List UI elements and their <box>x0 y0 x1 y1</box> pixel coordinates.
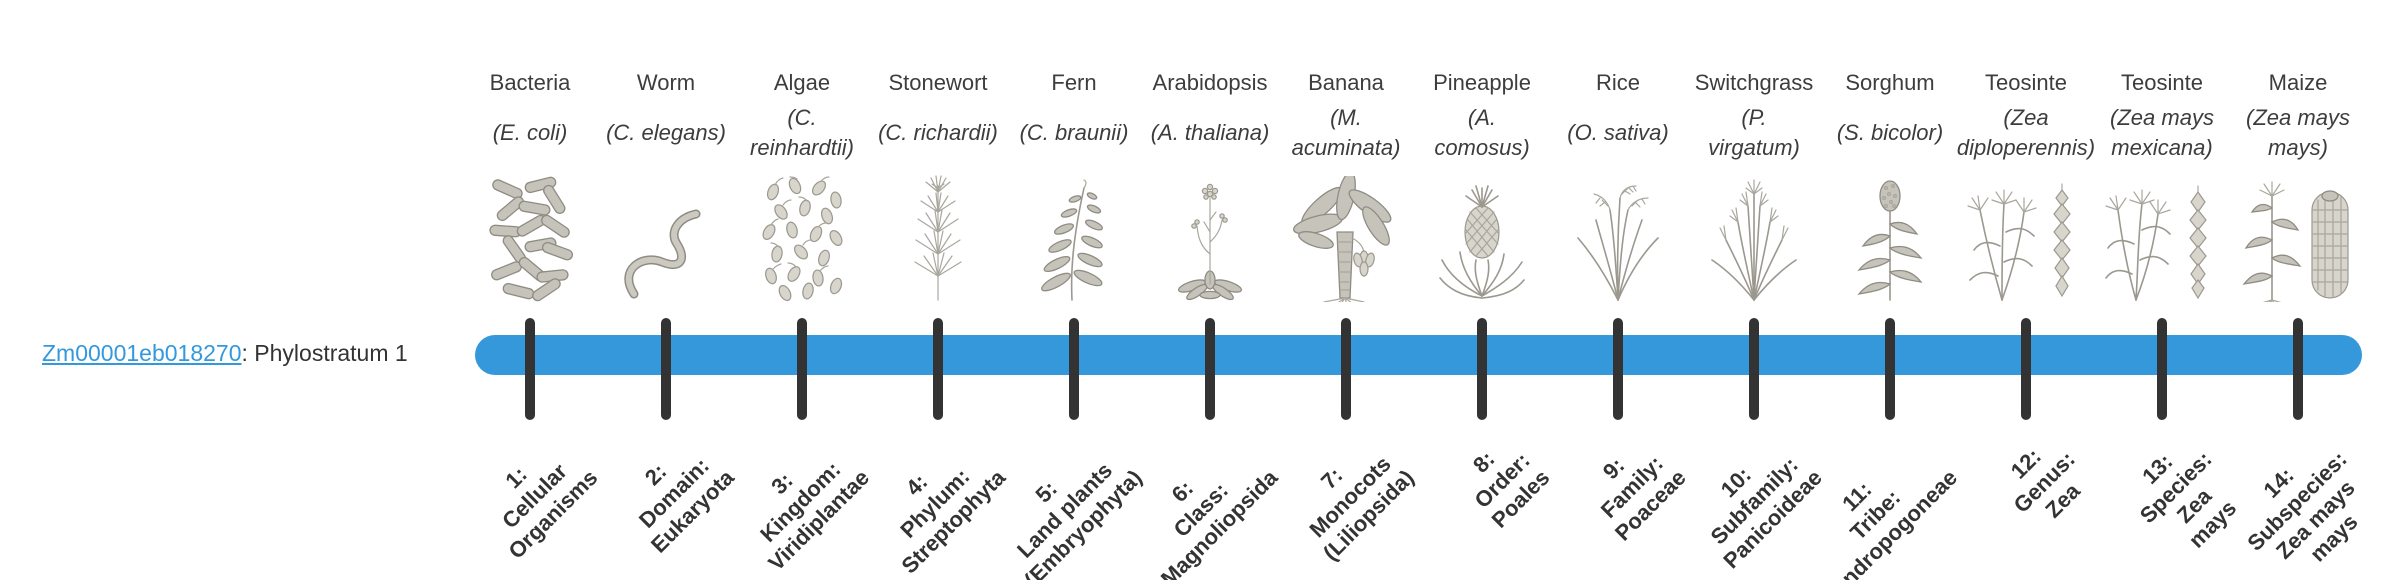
banana-icon <box>1288 172 1404 302</box>
worm-icon <box>620 172 712 302</box>
organism-common-name: Teosinte <box>1985 70 2067 95</box>
organism-column-stonewort: Stonewort (C. richardii) 4: Phylum: Stre… <box>870 0 1010 580</box>
organism-common-name: Arabidopsis <box>1152 70 1268 95</box>
phylostratum-label: 9: Family: Poaceae <box>1595 450 1691 546</box>
organism-scientific-name: (C. reinhardtii) <box>750 105 854 160</box>
phylostratum-label: 14: Subspecies: Zea mays mays <box>2242 446 2363 567</box>
organism-scientific-name: (C. braunii) <box>1019 120 1129 145</box>
organism-common-name: Bacteria <box>489 70 571 95</box>
phylostratum-label: 4: Phylum: Streptophyta <box>895 463 1011 579</box>
organism-column-algae: Algae (C. reinhardtii) <box>734 0 874 580</box>
phylostratum-label: 2: Domain: Eukaryota <box>633 452 739 558</box>
timeline-tick <box>1069 318 1079 420</box>
timeline-tick <box>2157 318 2167 420</box>
timeline-tick <box>2021 318 2031 420</box>
teosinte-icon <box>1962 172 2090 302</box>
organism-column-switchgrass: Switchgrass (P. virgatum) <box>1686 0 1827 580</box>
timeline-tick <box>1613 318 1623 420</box>
organism-scientific-name: (E. coli) <box>492 120 568 145</box>
rice-icon <box>1570 172 1666 302</box>
arabidopsis-icon <box>1167 172 1253 302</box>
phylostratum-label: 12: Genus: Zea <box>2005 443 2086 523</box>
timeline-tick <box>933 318 943 420</box>
phylostratum-label: 3: Kingdom: Viridiplantae <box>755 456 875 576</box>
bacteria-icon <box>487 172 573 302</box>
phylostratum-label: 8: Order: Poales <box>1468 446 1555 533</box>
timeline-tick <box>1885 318 1895 420</box>
timeline-tick <box>1205 318 1215 420</box>
gene-label: Zm00001eb018270: Phylostratum 1 <box>42 340 408 367</box>
timeline-tick <box>2293 318 2303 420</box>
phylostratum-label: 6: Class: Magnoliopsida <box>1155 464 1283 580</box>
organism-scientific-name: (Zea diploperennis) <box>1956 105 2096 160</box>
organism-column-sorghum: Sorghum (S. bicolor) <box>1822 0 1963 580</box>
organism-common-name: Teosinte <box>2121 70 2203 95</box>
phylostratum-label: 5: Land plants (Embryophyta) <box>1011 457 1147 580</box>
timeline-tick <box>797 318 807 420</box>
organism-column-pineapple: Pineapple (A. comosus) <box>1414 0 1554 580</box>
organism-scientific-name: (P. virgatum) <box>1708 105 1800 160</box>
organism-scientific-name: (Zea mays mays) <box>2246 105 2350 160</box>
organism-common-name: Rice <box>1595 70 1640 95</box>
organism-column-banana: Banana (M. acuminata) <box>1278 0 1419 580</box>
organism-common-name: Algae <box>773 70 831 95</box>
organism-common-name: Switchgrass <box>1694 70 1814 95</box>
pineapple-icon <box>1436 172 1528 302</box>
timeline-tick <box>661 318 671 420</box>
timeline-bar <box>475 335 2362 375</box>
timeline-tick <box>1341 318 1351 420</box>
teosinte-icon <box>2098 172 2226 302</box>
organism-column-fern: Fern (C. braunii) 5: Land plants (Embryo… <box>1006 0 1147 580</box>
timeline-tick <box>1477 318 1487 420</box>
organism-column-worm: Worm (C. elegans) 2: Domain: Eukaryota <box>598 0 738 580</box>
organism-common-name: Maize <box>2268 70 2328 95</box>
organism-column-arabidopsis: Arabidopsis (A. thaliana) <box>1142 0 1283 580</box>
organism-scientific-name: (C. elegans) <box>606 120 726 145</box>
organism-common-name: Stonewort <box>888 70 988 95</box>
organism-column-teosinte-diploperennis: Teosinte (Zea diploperennis) <box>1956 0 2096 580</box>
organism-column-rice: Rice (O. sativa) 9: Family: Poaceae <box>1550 0 1690 580</box>
organism-scientific-name: (M. acuminata) <box>1291 105 1401 160</box>
gene-label-suffix: : Phylostratum 1 <box>241 340 408 366</box>
organism-scientific-name: (O. sativa) <box>1567 120 1669 145</box>
organism-scientific-name: (A. comosus) <box>1434 105 1530 160</box>
organism-common-name: Banana <box>1308 70 1384 95</box>
switchgrass-icon <box>1702 172 1806 302</box>
algae-icon <box>759 172 845 302</box>
maize-icon <box>2238 172 2358 302</box>
timeline-tick <box>525 318 535 420</box>
organism-scientific-name: (Zea mays mexicana) <box>2110 105 2214 160</box>
gene-id-link[interactable]: Zm00001eb018270 <box>42 340 242 366</box>
organism-common-name: Sorghum <box>1845 70 1935 95</box>
organism-scientific-name: (C. richardii) <box>878 120 998 145</box>
organism-column-teosinte-mexicana: Teosinte (Zea mays mexicana) <box>2094 0 2241 580</box>
organism-common-name: Pineapple <box>1433 70 1531 95</box>
organism-common-name: Worm <box>636 70 696 95</box>
sorghum-icon <box>1849 172 1931 302</box>
organism-scientific-name: (S. bicolor) <box>1836 120 1944 145</box>
fern-icon <box>1028 172 1120 302</box>
phylostratum-label: 7: Monocots (Liliopsida) <box>1304 451 1419 566</box>
organism-scientific-name: (A. thaliana) <box>1150 120 1270 145</box>
phylostratum-label: 1: Cellular Organisms <box>497 458 603 564</box>
organism-column-maize: Maize (Zea mays mays) <box>2230 0 2366 580</box>
organism-column-bacteria: Bacteria (E. coli) 1: Cellular Organisms <box>462 0 602 580</box>
timeline-tick <box>1749 318 1759 420</box>
organism-common-name: Fern <box>1051 70 1097 95</box>
stonewort-icon <box>902 172 974 302</box>
